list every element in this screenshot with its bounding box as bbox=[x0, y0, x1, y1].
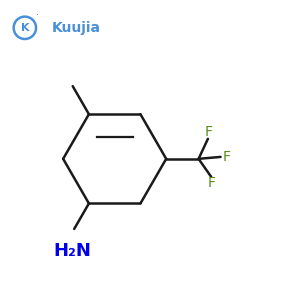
Text: F: F bbox=[208, 176, 216, 190]
Text: Kuujia: Kuujia bbox=[52, 21, 101, 35]
Text: H₂N: H₂N bbox=[54, 242, 92, 260]
Text: ·: · bbox=[36, 10, 39, 20]
Text: K: K bbox=[21, 23, 29, 33]
Text: F: F bbox=[223, 150, 231, 164]
Text: F: F bbox=[205, 125, 212, 139]
